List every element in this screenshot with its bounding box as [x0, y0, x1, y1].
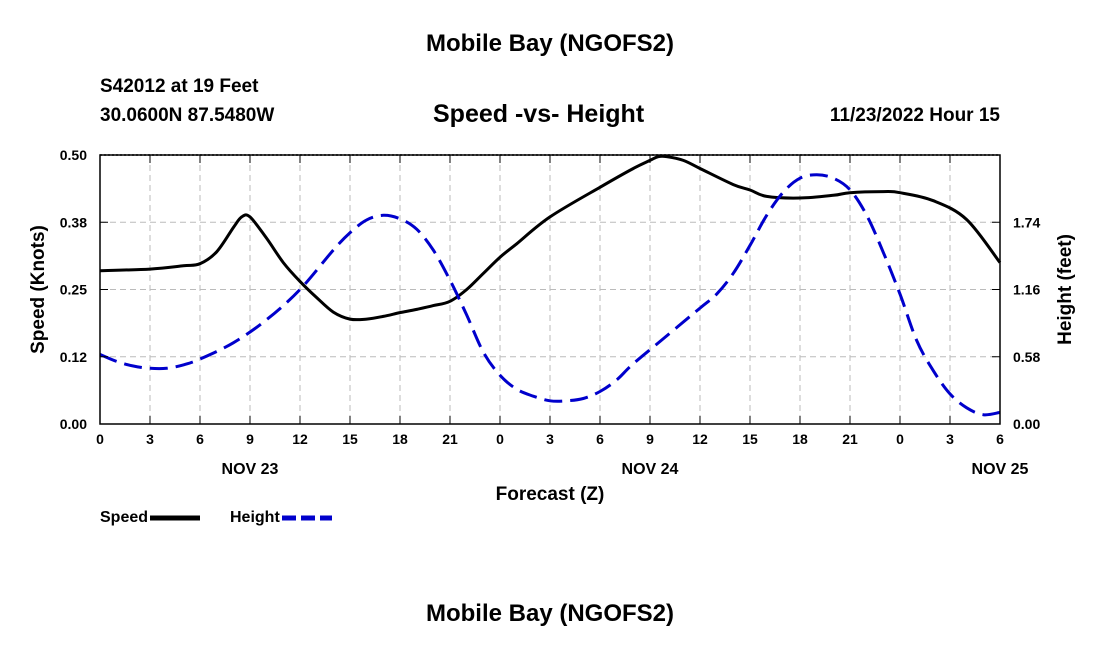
tick-marks	[99, 154, 1001, 425]
day-label: NOV 23	[222, 461, 279, 478]
datetime-label: 11/23/2022 Hour 15	[829, 105, 1000, 126]
x-tick-label: 6	[596, 431, 604, 447]
legend-speed: Speed	[100, 509, 202, 527]
legend-height: Height	[230, 509, 334, 527]
y2-tick-label: 0.00	[1013, 416, 1040, 432]
x-tick-label: 15	[342, 431, 358, 447]
x-tick-label: 12	[292, 431, 308, 447]
x-tick-label: 9	[646, 431, 654, 447]
speed-height-chart: 0 3 6 9 12 15 18 21 0 3 6 9 12 15 18 21 0 3 6 NOV 23 NOV 24 N…	[28, 147, 1076, 505]
x-tick-label: 3	[546, 431, 554, 447]
y2-axis-title: Height (feet)	[1055, 234, 1076, 345]
legend-speed-line	[150, 515, 201, 521]
x-tick-label: 3	[946, 431, 954, 447]
x-tick-label: 6	[196, 431, 204, 447]
x-tick-label: 0	[896, 431, 904, 447]
x-tick-label: 18	[392, 431, 408, 447]
x-tick-label: 0	[96, 431, 104, 447]
bottom-title: Mobile Bay (NGOFS2)	[425, 600, 675, 627]
speed-series-line	[99, 154, 1002, 322]
legend-height-label: Height	[230, 509, 280, 526]
y2-tick-label: 1.74	[1013, 214, 1040, 230]
station-label: S42012 at 19 Feet	[100, 76, 259, 97]
coordinates-label: 30.0600N 87.5480W	[100, 105, 275, 126]
series-group	[99, 154, 1002, 417]
y2-tick-label: 0.58	[1013, 349, 1040, 365]
y-tick-label: 0.25	[60, 282, 87, 298]
legend-height-line	[281, 515, 332, 521]
main-title: Mobile Bay (NGOFS2)	[425, 30, 675, 57]
y-axis-title: Speed (Knots)	[28, 225, 49, 354]
x-tick-label: 18	[792, 431, 808, 447]
day-label: NOV 24	[622, 461, 679, 478]
y-tick-label: 0.38	[60, 214, 87, 230]
x-tick-label: 21	[842, 431, 858, 447]
x-tick-label: 15	[742, 431, 758, 447]
x-tick-label: 21	[442, 431, 458, 447]
legend-speed-label: Speed	[100, 509, 149, 526]
x-tick-label: 0	[496, 431, 504, 447]
grid-lines	[100, 154, 1000, 424]
y2-tick-label: 1.16	[1013, 282, 1040, 298]
x-tick-label: 6	[996, 431, 1004, 447]
x-tick-label: 12	[692, 431, 708, 447]
x-axis-title: Forecast (Z)	[496, 484, 605, 505]
y-tick-label: 0.50	[60, 147, 87, 163]
y-tick-label: 0.00	[60, 416, 87, 432]
day-label: NOV 25	[972, 461, 1029, 478]
y-tick-label: 0.12	[60, 349, 87, 365]
chart-subtitle: Speed -vs- Height	[433, 100, 645, 128]
x-tick-label: 3	[146, 431, 154, 447]
axis-labels: 0 3 6 9 12 15 18 21 0 3 6 9 12 15 18 21 0 3 6 NOV 23 NOV 24 N…	[28, 147, 1076, 505]
x-tick-label: 9	[246, 431, 254, 447]
